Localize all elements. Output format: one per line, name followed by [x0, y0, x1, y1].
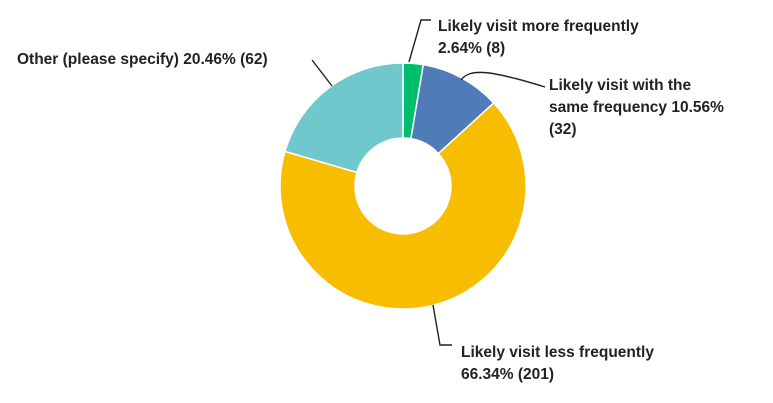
leader-visit-more: [408, 19, 431, 63]
leader-same-frequency: [460, 71, 546, 88]
leader-other: [311, 59, 333, 87]
slice-other: [284, 62, 404, 174]
leader-visit-less: [432, 304, 452, 346]
slice-label-other: Other (please specify) 20.46% (62): [17, 51, 268, 68]
slice-label-visit-more: Likely visit more frequently 2.64% (8): [438, 18, 639, 57]
slice-label-same-frequency: Likely visit with the same frequency 10.…: [549, 77, 724, 138]
slice-label-visit-less: Likely visit less frequently 66.34% (201…: [461, 344, 654, 383]
slice-visit-less: [279, 101, 527, 310]
